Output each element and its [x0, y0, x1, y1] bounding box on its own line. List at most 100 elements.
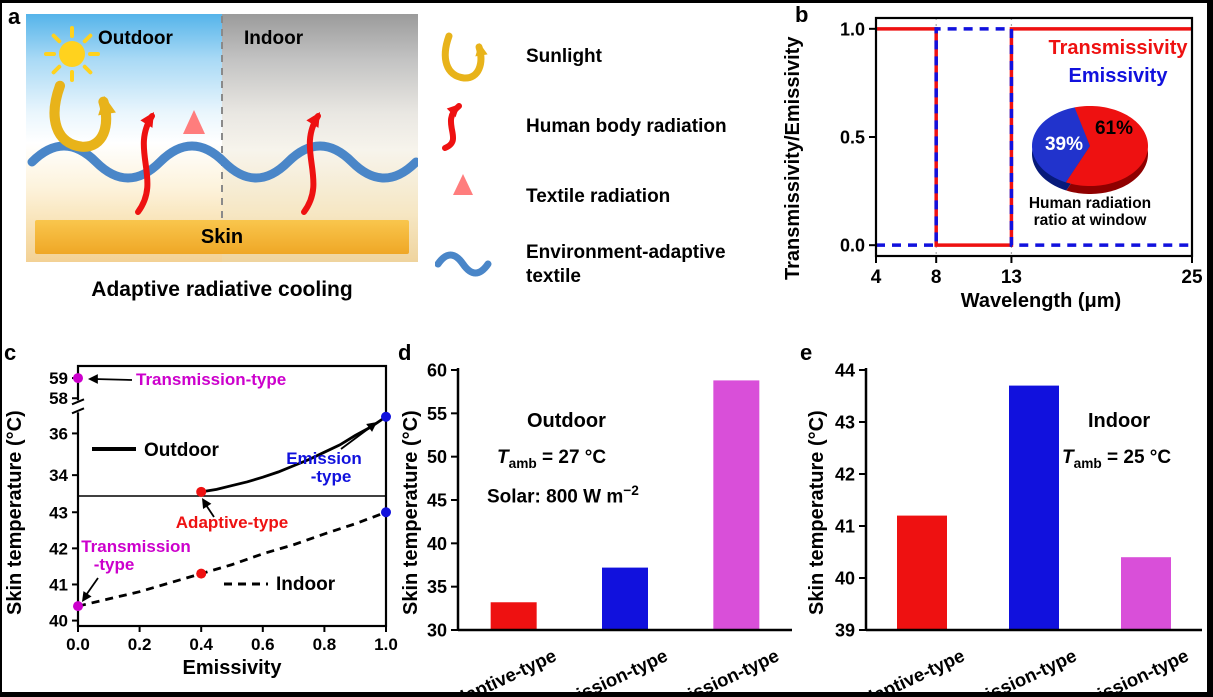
- b-x-axis-label: Wavelength (μm): [960, 290, 1122, 312]
- ann-transmission-indoor-line1: Transmission: [81, 537, 191, 556]
- pie-caption-line2: ratio at window: [1034, 212, 1148, 229]
- axis-break-mark: [71, 398, 85, 406]
- figure-border-left: [0, 0, 2, 697]
- panel-a-caption: Adaptive radiative cooling: [91, 278, 353, 301]
- legend-transmissivity: Transmissivity: [1049, 37, 1189, 59]
- solar-exponent: −2: [623, 483, 639, 498]
- legend-label-human-radiation: Human body radiation: [526, 116, 727, 138]
- schematic-art: [27, 16, 418, 220]
- legend-emissivity: Emissivity: [1069, 65, 1169, 87]
- ann-emission-line1: Emission: [286, 449, 362, 468]
- y-tick-label: 0.5: [840, 128, 865, 148]
- pie-label-61: 61%: [1095, 118, 1133, 139]
- x-category-label: Adaptive-type: [440, 645, 560, 697]
- point-adaptive-type-indoor: [196, 568, 207, 579]
- y-tick-label: 0.0: [840, 236, 865, 256]
- textile-radiation-arrow-icon: [453, 174, 473, 218]
- e-y-axis-label: Skin temperature (°C): [806, 410, 828, 616]
- panel-a-schematic: Outdoor Indoor Skin: [26, 14, 418, 262]
- x-tick-label: 0.8: [313, 635, 337, 654]
- pie-slice-61: [1065, 106, 1148, 186]
- point-emission-type-outdoor: [381, 411, 391, 422]
- x-tick-label: 1.0: [374, 635, 398, 654]
- arrowhead: [88, 374, 98, 384]
- x-axis-label: Emissivity: [183, 657, 283, 679]
- pie-slice-39: [1032, 107, 1090, 183]
- bar-Transmission-type: [713, 380, 760, 630]
- arrowhead: [306, 112, 320, 128]
- y-tick-label: 1.0: [840, 19, 865, 39]
- x-category-label: Emission-type: [547, 645, 670, 697]
- point-transmission-type-outdoor: [73, 373, 83, 384]
- e-ambient-temperature: Tamb = 25 °C: [1062, 447, 1171, 471]
- human-radiation-arrow: [301, 113, 321, 215]
- panel-e-label: e: [800, 340, 813, 365]
- skin-label: Skin: [200, 225, 244, 248]
- panel-c-label: c: [4, 340, 17, 365]
- bar-Transmission-type: [1121, 557, 1171, 630]
- bar-Adaptive-type: [490, 602, 537, 630]
- tamb-value: = 27 °C: [536, 447, 607, 468]
- y-tick-label: 30: [427, 621, 447, 641]
- legend-item-textile-radiation: Textile radiation: [432, 168, 670, 226]
- skin-bar: Skin: [35, 220, 409, 254]
- bar-Emission-type: [1009, 385, 1059, 630]
- y-tick-label: 40: [835, 569, 855, 589]
- x-category-label: Emission-type: [956, 645, 1079, 697]
- y-tick-label: 42: [835, 465, 855, 485]
- tamb-value: = 25 °C: [1101, 447, 1172, 468]
- ann-indoor: Indoor: [276, 574, 336, 595]
- legend-icon-box: [432, 168, 496, 226]
- point-adaptive-type-outdoor: [196, 486, 207, 497]
- human-radiation-arrow: [135, 113, 155, 215]
- indoor-label: Indoor: [244, 28, 304, 49]
- y-tick-label: 55: [427, 404, 447, 424]
- d-condition-title: Outdoor: [527, 410, 606, 432]
- bar-Emission-type: [602, 567, 648, 630]
- legend-icon-box: [432, 28, 496, 86]
- y-tick-label: 43: [49, 503, 68, 522]
- y-tick-label: 60: [427, 361, 447, 381]
- outdoor-label: Outdoor: [98, 28, 173, 49]
- legend-icon-box: [432, 98, 496, 156]
- e-condition-title: Indoor: [1088, 410, 1151, 432]
- arrowhead: [98, 95, 116, 116]
- panel-d-chart: 30 35 40 45 50 55 60 Adaptive-typeEmission-type…: [427, 361, 792, 697]
- y-tick-label: 42: [49, 539, 68, 558]
- y-tick-label: 43: [835, 413, 855, 433]
- y-tick-label: 59: [49, 369, 68, 388]
- figure-border-bottom: [0, 692, 1213, 697]
- textile-radiation-arrowhead: [183, 110, 205, 134]
- tamb-symbol: T: [497, 447, 509, 468]
- panel-a-label: a: [8, 4, 21, 29]
- x-tick-label: 0.4: [189, 635, 213, 654]
- ann-transmission-outdoor: Transmission-type: [136, 370, 286, 389]
- y-tick-label: 41: [835, 517, 855, 537]
- y-tick-label: 35: [427, 577, 447, 597]
- legend-label-sunlight: Sunlight: [526, 46, 602, 68]
- legend-item-sunlight: Sunlight: [432, 28, 602, 86]
- series-Transmissivity: [876, 27, 1192, 247]
- d-solar-flux: Solar: 800 W m−2: [487, 483, 639, 508]
- series-Emissivity: [876, 27, 1192, 247]
- arrowhead: [202, 498, 212, 509]
- y-tick-label: 50: [427, 447, 447, 467]
- d-ambient-temperature: Tamb = 27 °C: [497, 447, 606, 471]
- pie-label-39: 39%: [1045, 134, 1083, 155]
- figure-border-right: [1207, 0, 1213, 697]
- legend-icon-box: [432, 236, 496, 294]
- y-tick-label: 58: [49, 389, 68, 408]
- sun-icon: [44, 26, 100, 82]
- y-tick-label: 36: [49, 424, 68, 443]
- y-tick-label: 40: [427, 534, 447, 554]
- environment-adaptive-textile-wave-icon: [435, 251, 492, 277]
- d-y-axis-label: Skin temperature (°C): [400, 410, 422, 616]
- legend-label-textile-radiation: Textile radiation: [526, 186, 671, 208]
- ann-outdoor: Outdoor: [144, 440, 220, 461]
- y-tick-label: 39: [835, 621, 855, 641]
- y-tick-label: 40: [49, 612, 68, 631]
- legend-label-adaptive-textile: Environment-adaptive textile: [526, 242, 726, 287]
- arrowhead: [475, 43, 488, 57]
- arrowhead: [366, 422, 377, 432]
